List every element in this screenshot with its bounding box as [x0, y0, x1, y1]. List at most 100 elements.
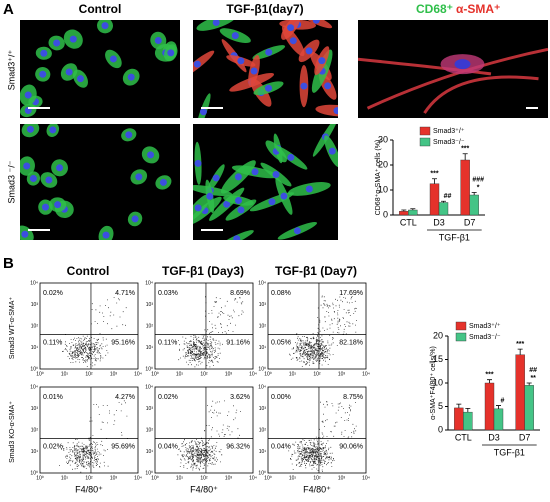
nucleus	[305, 47, 313, 55]
axis-tick-label: 10³	[259, 302, 267, 308]
quadrant-percent: 95.69%	[111, 443, 135, 450]
nucleus	[26, 125, 34, 133]
nucleus	[159, 178, 167, 186]
axis-tick-label: 10¹	[176, 475, 184, 481]
nucleus	[293, 227, 301, 235]
axis-tick-label: 10³	[259, 406, 267, 412]
significance: #	[501, 397, 505, 404]
nucleus	[54, 201, 62, 209]
error-bar	[526, 382, 532, 386]
axis-tick-label: 10³	[225, 371, 233, 377]
row-label: Smad3 KO-α-SMA⁺	[9, 401, 16, 463]
quadrant-percent: 0.05%	[271, 339, 291, 346]
nucleus	[131, 215, 139, 223]
axis-tick-label: 10⁴	[362, 475, 370, 481]
event-cloud	[62, 297, 127, 367]
bar	[429, 183, 440, 216]
quadrant-percent: 8.75%	[343, 394, 363, 401]
nucleus	[223, 200, 231, 208]
error-bar	[462, 153, 468, 160]
bar	[493, 408, 504, 431]
nucleus	[39, 70, 47, 78]
axis-tick-label: 10²	[259, 427, 267, 433]
y-tick-label: 10	[378, 184, 388, 194]
axis-tick-label: 10⁰	[145, 366, 153, 372]
nucleus	[194, 204, 202, 212]
axis-tick-label: 10⁴	[134, 475, 142, 481]
x-axis-label: F4/80⁺	[190, 484, 218, 494]
cells	[193, 20, 338, 118]
x-tick-label: D3	[488, 432, 500, 442]
nucleus	[305, 185, 313, 193]
axis-tick-label: 10⁴	[258, 280, 266, 286]
quadrant-percent: 17.69%	[339, 290, 363, 297]
quadrant-percent: 0.02%	[158, 394, 178, 401]
nucleus	[212, 174, 220, 182]
axis-tick-label: 10¹	[146, 345, 154, 351]
axis-tick-label: 10⁰	[145, 470, 153, 476]
cells	[193, 124, 338, 240]
y-tick-label: 30	[378, 134, 388, 144]
axis-tick-label: 10¹	[61, 371, 69, 377]
nucleus	[135, 173, 143, 181]
nucleus	[328, 147, 336, 155]
legend-label: Smad3⁻/⁻	[469, 334, 501, 341]
axis-tick-label: 10⁴	[30, 384, 38, 390]
x-tick-label: D3	[433, 217, 445, 227]
axis-tick-label: 10⁴	[145, 280, 153, 286]
y-axis-label: α-SMA⁺F4/80⁺ cells(%)	[430, 346, 437, 420]
nucleus	[24, 91, 32, 99]
bar	[515, 354, 525, 431]
nucleus	[167, 49, 175, 57]
x-tick-label: D7	[464, 217, 476, 227]
legend-swatch	[419, 126, 431, 136]
axis-tick-label: 10³	[338, 371, 346, 377]
y-tick-label: 20	[433, 330, 443, 340]
nucleus	[45, 176, 53, 184]
quadrant-percent: 4.71%	[115, 290, 135, 297]
micrograph	[193, 124, 338, 240]
event-cloud	[289, 295, 357, 367]
axis-tick-label: 10⁰	[258, 470, 266, 476]
bar	[484, 382, 495, 431]
nucleus	[234, 196, 242, 204]
y-tick-label: 5	[438, 401, 443, 411]
fiber	[358, 57, 492, 76]
legend-label: Smad3⁺/⁺	[469, 323, 501, 330]
legend-swatch	[455, 321, 467, 331]
panel-label: A	[3, 1, 14, 18]
quadrant-percent: 8.69%	[230, 290, 250, 297]
group-label: TGF-β1	[494, 447, 525, 457]
axis-tick-label: 10³	[146, 302, 154, 308]
significance: *	[477, 184, 480, 191]
nucleus	[234, 173, 242, 181]
nucleus	[40, 49, 48, 57]
error-bar	[456, 403, 462, 408]
nucleus	[233, 235, 241, 240]
axis-tick-label: 10⁰	[36, 371, 44, 377]
micrograph	[20, 124, 180, 240]
axis-tick-label: 10³	[338, 475, 346, 481]
axis-tick-label: 10¹	[176, 371, 184, 377]
cells	[358, 47, 548, 114]
bar	[438, 202, 449, 216]
significance: ##	[529, 367, 537, 374]
nucleus	[324, 82, 332, 90]
quadrant-percent: 3.62%	[230, 394, 250, 401]
column-title: TGF-β1 (Day7)	[275, 264, 357, 278]
significance: ***	[430, 171, 438, 178]
nucleus	[312, 20, 320, 24]
error-bar	[496, 405, 501, 409]
bar	[460, 159, 470, 216]
quadrant-percent: 4.27%	[115, 394, 135, 401]
axis-tick-label: 10³	[225, 475, 233, 481]
nucleus	[212, 20, 220, 27]
nucleus	[300, 82, 308, 90]
axis-tick-label: 10²	[31, 427, 39, 433]
event-cloud	[178, 296, 244, 368]
bar-chart: CD68⁺α-SMA⁺ cells (%) 0 10 20 30 CTL D3 *** ## D7…	[375, 126, 485, 242]
axis-tick-label: 10¹	[31, 345, 39, 351]
nucleus	[287, 153, 295, 161]
